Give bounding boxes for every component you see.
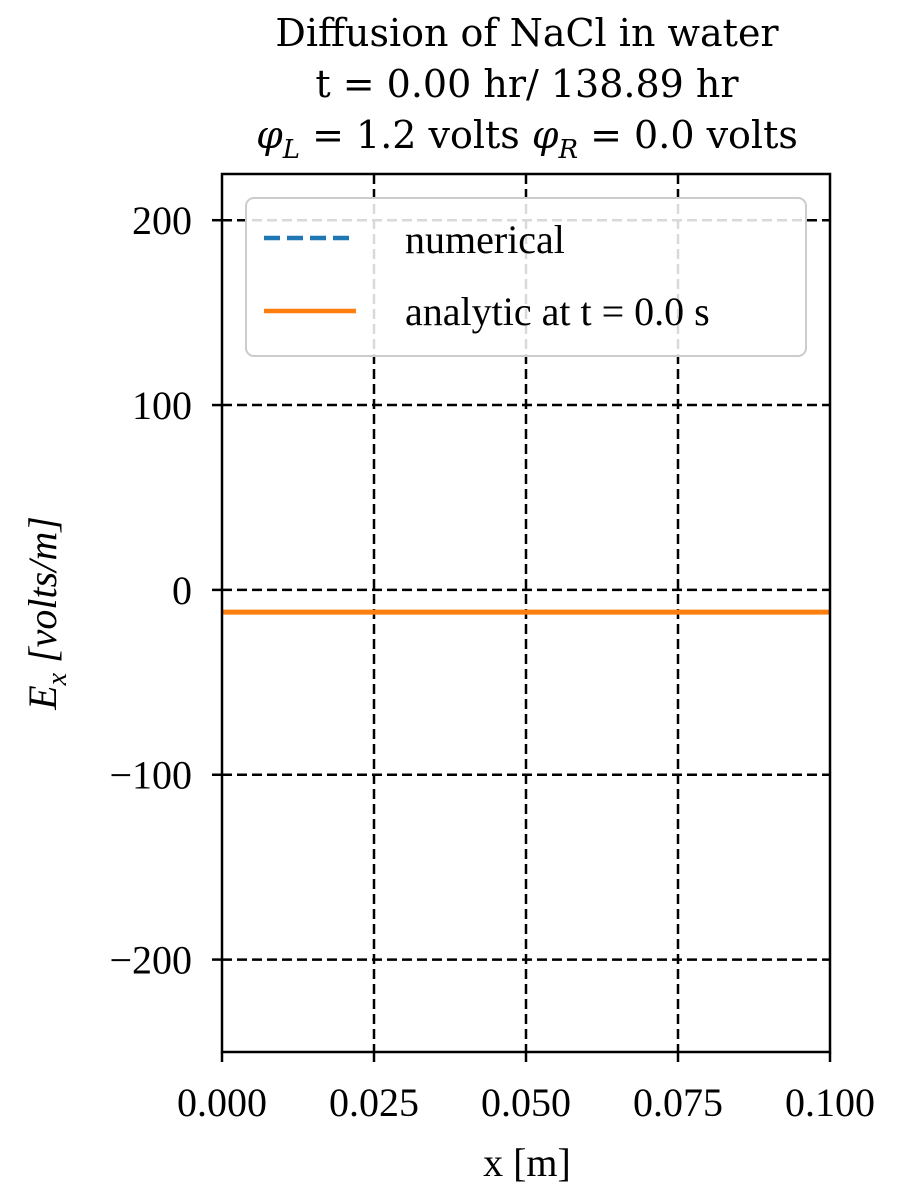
y-ticks: 200 100 0 −100 −200 bbox=[109, 198, 222, 983]
x-axis-label: x [m] bbox=[483, 1140, 571, 1185]
phi-r-value: = 0.0 volts bbox=[578, 113, 798, 157]
x-tick-label: 0.025 bbox=[329, 1080, 419, 1125]
chart-title: Diffusion of NaCl in water bbox=[275, 11, 779, 55]
phi-r-sub: R bbox=[557, 135, 578, 165]
phi-l-value: = 1.2 volts bbox=[300, 113, 532, 157]
legend-numerical-label: numerical bbox=[405, 217, 565, 262]
y-axis-label: Ex [volts/m] bbox=[20, 516, 73, 711]
y-axis-label-units: [volts/m] bbox=[20, 516, 65, 673]
x-tick-label: 0.075 bbox=[633, 1080, 723, 1125]
x-tick-label: 0.050 bbox=[481, 1080, 571, 1125]
y-tick-label: 0 bbox=[172, 568, 192, 613]
chart-subtitle-potentials: φL = 1.2 volts φR = 0.0 volts bbox=[256, 113, 798, 165]
y-axis-label-symbol: E bbox=[20, 685, 65, 710]
y-tick-label: −200 bbox=[109, 938, 192, 983]
legend: numerical analytic at t = 0.0 s bbox=[245, 197, 807, 357]
legend-analytic-label: analytic at t = 0.0 s bbox=[405, 289, 710, 334]
phi-l-symbol: φ bbox=[256, 113, 283, 157]
phi-r-symbol: φ bbox=[532, 113, 559, 157]
y-tick-label: 100 bbox=[132, 383, 192, 428]
x-tick-label: 0.000 bbox=[177, 1080, 267, 1125]
y-tick-label: −100 bbox=[109, 753, 192, 798]
phi-l-sub: L bbox=[282, 135, 300, 165]
y-tick-label: 200 bbox=[132, 198, 192, 243]
legend-box bbox=[245, 197, 807, 357]
x-tick-label: 0.100 bbox=[785, 1080, 875, 1125]
y-axis-label-sub: x bbox=[42, 672, 73, 686]
x-ticks: 0.000 0.025 0.050 0.075 0.100 bbox=[177, 1052, 875, 1125]
chart-subtitle: t = 0.00 hr/ 138.89 hr bbox=[315, 62, 739, 106]
